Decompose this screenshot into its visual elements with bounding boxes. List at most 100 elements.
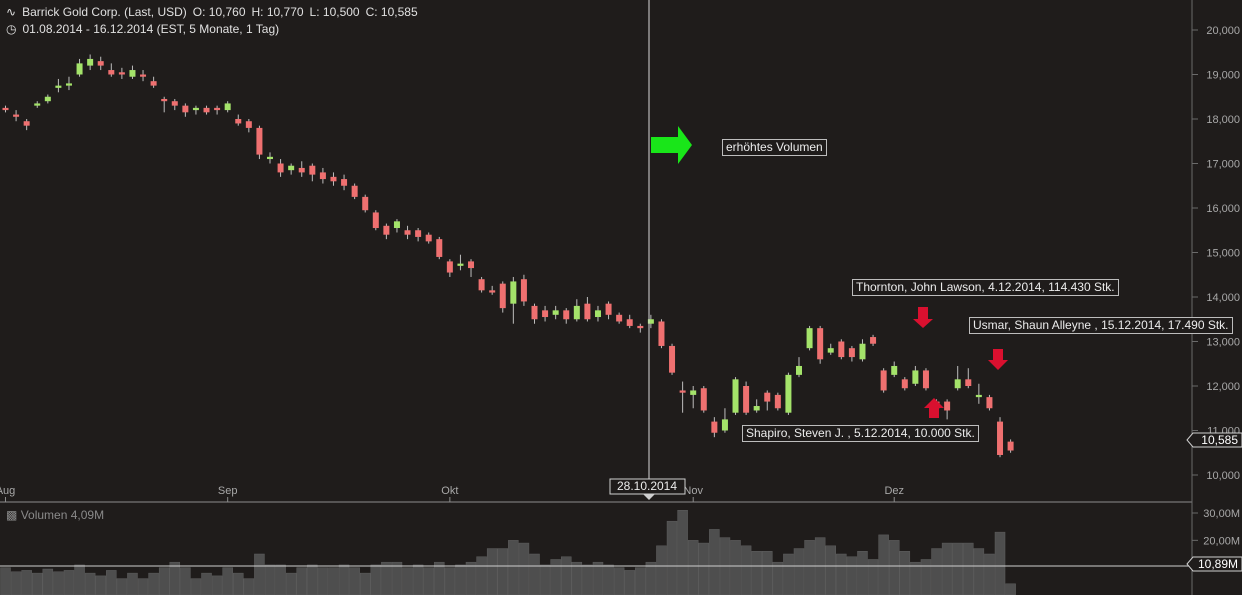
candle-down [616, 314, 623, 322]
volume-bar [508, 540, 519, 595]
candle-down [383, 225, 390, 235]
volume-bar [381, 561, 392, 595]
volume-bar [148, 572, 159, 595]
volume-bar [920, 559, 932, 595]
volume-bars [0, 510, 1016, 595]
candle-down [531, 305, 538, 320]
candle-down [838, 341, 845, 358]
volume-bar [169, 561, 181, 595]
candle-down [468, 261, 475, 269]
candle-up [34, 103, 41, 106]
candle-up [859, 343, 866, 360]
candle-down [372, 212, 379, 229]
volume-bar [973, 548, 985, 595]
low-value: L: 10,500 [309, 5, 360, 19]
candle-up [785, 374, 792, 413]
volume-tick-label: 20,00M [1203, 535, 1240, 547]
candle-down [542, 310, 549, 318]
candle-up [827, 348, 834, 353]
insider-annotation-thornton[interactable]: Thornton, John Lawson, 4.12.2014, 114.43… [852, 279, 1119, 296]
candle-up [267, 156, 273, 160]
candle-down [700, 388, 707, 411]
candle-down [743, 386, 750, 413]
insider-annotation-usmar[interactable]: Usmar, Shaun Alleyne , 15.12.2014, 17.49… [969, 317, 1233, 334]
volume-bar [116, 578, 128, 595]
candle-down [161, 98, 168, 102]
volume-tick-label: 30,00M [1203, 508, 1240, 520]
close-value: C: 10,585 [365, 5, 418, 19]
candle-down [436, 239, 443, 257]
candle-down [97, 61, 104, 66]
candle-up [65, 83, 72, 86]
volume-bar [592, 561, 604, 595]
volume-bar [751, 551, 762, 595]
candle-down [351, 185, 358, 197]
volume-bar [349, 567, 360, 595]
candle-up [44, 96, 51, 102]
volume-bar [359, 572, 371, 595]
volume-bar [539, 564, 551, 595]
volume-bar [963, 542, 974, 595]
volume-bar [878, 534, 889, 595]
volume-bar [941, 542, 953, 595]
volume-label: Volumen [20, 508, 68, 522]
last-volume-label: 10,89M [1198, 557, 1238, 571]
insider-annotation-shapiro[interactable]: Shapiro, Steven J. , 5.12.2014, 10.000 S… [742, 425, 979, 442]
candle-down [605, 303, 612, 315]
volume-bar [391, 561, 403, 595]
volume-bar [762, 551, 773, 595]
candle-down [171, 101, 178, 106]
candle-up [594, 310, 601, 318]
volume-bar [95, 575, 106, 595]
volume-value: 4,09M [70, 508, 105, 522]
price-tick-label: 13,000 [1206, 337, 1240, 349]
last-volume-box [1186, 556, 1242, 572]
volume-bar [857, 551, 868, 595]
crosshair-date-label: 28.10.2014 [617, 479, 677, 493]
chart-title: Barrick Gold Corp. (Last, USD) [22, 5, 187, 19]
volume-header: ▩ Volumen 4,09M [6, 508, 104, 522]
last-price-label: 10,585 [1201, 433, 1238, 447]
candle-down [140, 74, 147, 77]
candle-down [298, 167, 305, 173]
volume-bar [888, 540, 900, 595]
price-tick-label: 19,000 [1206, 70, 1240, 82]
time-tick-label: Sep [218, 485, 238, 497]
price-tick-label: 20,000 [1206, 25, 1240, 37]
candle-down [203, 107, 210, 113]
time-tick-label: Dez [884, 485, 904, 497]
candle-down [764, 392, 771, 402]
candle-up [647, 319, 654, 324]
volume-bar [455, 564, 466, 595]
candle-up [87, 58, 94, 66]
candle-down [944, 401, 951, 411]
volume-bar [296, 567, 307, 595]
volume-bar [910, 561, 921, 595]
volume-bar [31, 572, 43, 595]
candle-down [817, 328, 824, 360]
candle-down [584, 303, 591, 320]
volume-bar [772, 561, 784, 595]
volume-bar [137, 578, 149, 595]
volume-bar [423, 567, 434, 595]
volume-bar [550, 559, 561, 595]
candle-down [626, 319, 633, 326]
candle-down [848, 348, 855, 358]
candle-down [520, 279, 527, 302]
volume-bar [560, 556, 572, 595]
candle-down [415, 230, 422, 237]
volume-annotation[interactable]: erhöhtes Volumen [722, 139, 827, 156]
candle-up [891, 365, 898, 375]
volume-bar [603, 564, 614, 595]
volume-bar [836, 553, 847, 595]
price-tick-label: 10,000 [1206, 470, 1240, 482]
volume-bar [867, 559, 879, 595]
candle-down [986, 397, 993, 409]
volume-bar [275, 564, 286, 595]
volume-bar [243, 578, 255, 595]
candle-down [870, 337, 877, 344]
candle-down [118, 72, 125, 75]
candle-up [912, 370, 919, 384]
time-tick-label: Nov [683, 485, 703, 497]
